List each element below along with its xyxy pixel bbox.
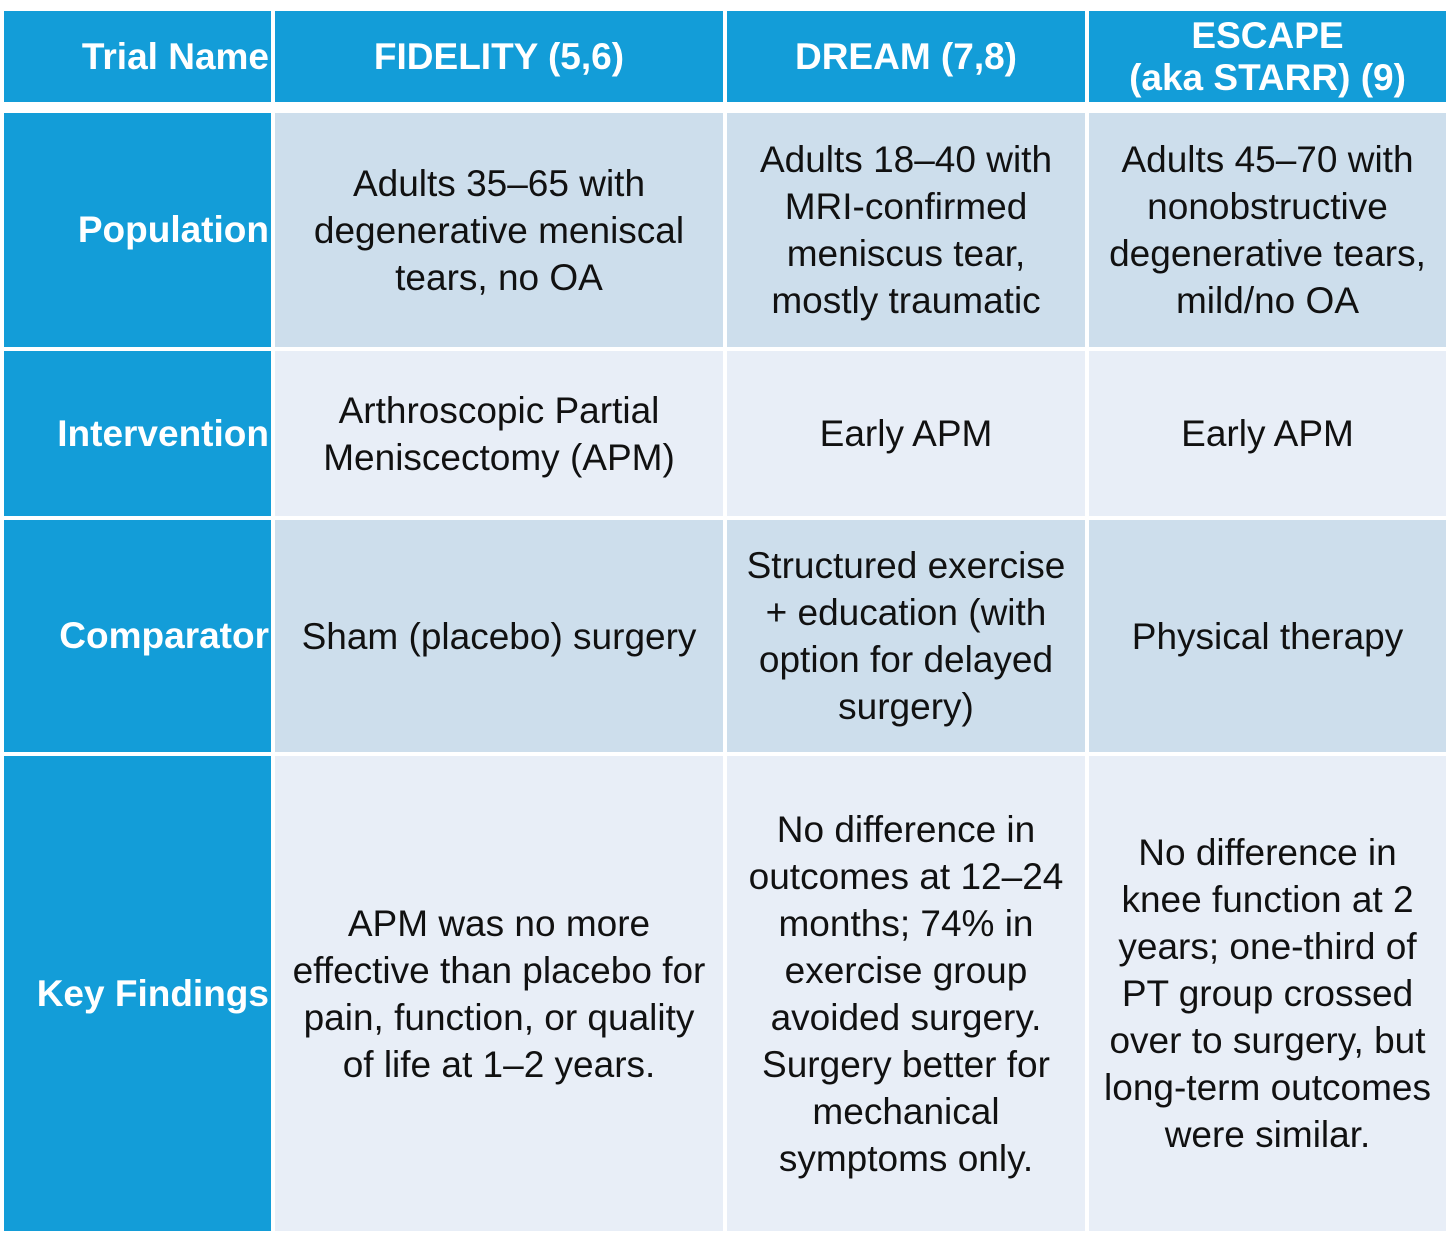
- cell-line: Structured exercise: [746, 545, 1066, 586]
- cell-line: meniscus tear,: [786, 233, 1026, 274]
- cell-population-fidelity: Adults 35–65 with degenerative meniscal …: [275, 113, 723, 347]
- cell-line: long-term outcomes: [1104, 1067, 1431, 1108]
- cell-comparator-fidelity: Sham (placebo) surgery: [275, 520, 723, 752]
- header-dream-label: DREAM (7,8): [794, 35, 1018, 77]
- cell-findings-dream: No difference in outcomes at 12–24 month…: [727, 756, 1085, 1231]
- row-label-comparator: Comparator: [4, 520, 271, 752]
- cell-line: APM was no more: [347, 902, 651, 944]
- cell-comparator-escape: Physical therapy: [1089, 520, 1446, 752]
- header-dream: DREAM (7,8): [727, 11, 1085, 102]
- cell-line: No difference in: [776, 808, 1036, 850]
- cell-line: tears, no OA: [395, 256, 603, 298]
- cell-line: Meniscectomy (APM): [323, 436, 675, 478]
- cell-line: pain, function, or quality: [303, 996, 695, 1038]
- cell-line: Adults 45–70 with: [1121, 139, 1414, 180]
- cell-line: Sham (placebo) surgery: [301, 615, 697, 657]
- cell-line: Adults 18–40 with: [759, 139, 1053, 180]
- cell-line: avoided surgery.: [770, 996, 1042, 1038]
- cell-line: No difference in: [1138, 832, 1397, 873]
- cell-line: + education (with: [765, 592, 1047, 633]
- cell-line: PT group crossed: [1121, 973, 1414, 1014]
- header-fidelity: FIDELITY (5,6): [275, 11, 723, 102]
- cell-line: Physical therapy: [1131, 615, 1404, 657]
- header-escape-line1: ESCAPE: [1191, 14, 1344, 56]
- cell-line: nonobstructive: [1147, 186, 1388, 227]
- cell-findings-escape: No difference in knee function at 2 year…: [1089, 756, 1446, 1231]
- row-label-key-findings: Key Findings: [4, 756, 271, 1231]
- cell-line: degenerative meniscal: [313, 209, 685, 251]
- cell-line: MRI-confirmed: [784, 186, 1028, 227]
- header-trial-name: Trial Name: [4, 11, 271, 102]
- cell-line: Early APM: [819, 413, 993, 454]
- header-escape: ESCAPE (aka STARR) (9): [1089, 11, 1446, 102]
- cell-line: months; 74% in: [778, 902, 1034, 944]
- row-label-text: Comparator: [59, 615, 269, 656]
- cell-line: degenerative tears,: [1109, 233, 1426, 274]
- cell-line: mild/no OA: [1175, 280, 1359, 321]
- cell-intervention-escape: Early APM: [1089, 351, 1446, 516]
- cell-line: outcomes at 12–24: [748, 855, 1064, 897]
- cell-line: years; one-third of: [1118, 926, 1417, 967]
- cell-comparator-dream: Structured exercise + education (with op…: [727, 520, 1085, 752]
- cell-population-dream: Adults 18–40 with MRI-confirmed meniscus…: [727, 113, 1085, 347]
- row-label-text: Key Findings: [36, 972, 269, 1014]
- cell-intervention-fidelity: Arthroscopic Partial Meniscectomy (APM): [275, 351, 723, 516]
- header-trial-name-label: Trial Name: [81, 35, 269, 77]
- cell-line: option for delayed: [758, 639, 1054, 680]
- cell-line: Surgery better for: [762, 1043, 1050, 1085]
- cell-line: mechanical: [812, 1090, 1000, 1132]
- row-label-text: Population: [77, 209, 269, 250]
- cell-intervention-dream: Early APM: [727, 351, 1085, 516]
- cell-findings-fidelity: APM was no more effective than placebo f…: [275, 756, 723, 1231]
- cell-line: Arthroscopic Partial: [338, 389, 660, 431]
- cell-line: of life at 1–2 years.: [342, 1043, 656, 1085]
- cell-line: exercise group: [784, 949, 1028, 991]
- cell-line: mostly traumatic: [771, 280, 1041, 321]
- cell-line: knee function at 2: [1121, 879, 1414, 920]
- row-label-text: Intervention: [57, 412, 269, 454]
- header-fidelity-label: FIDELITY (5,6): [373, 35, 625, 77]
- cell-population-escape: Adults 45–70 with nonobstructive degener…: [1089, 113, 1446, 347]
- cell-line: Early APM: [1181, 413, 1354, 454]
- header-escape-line2: (aka STARR) (9): [1129, 56, 1406, 98]
- cell-line: symptoms only.: [778, 1137, 1034, 1179]
- row-label-population: Population: [4, 113, 271, 347]
- cell-line: were similar.: [1164, 1114, 1371, 1155]
- cell-line: over to surgery, but: [1109, 1020, 1426, 1061]
- cell-line: effective than placebo for: [292, 949, 706, 991]
- cell-line: surgery): [838, 686, 974, 727]
- row-label-intervention: Intervention: [4, 351, 271, 516]
- cell-line: Adults 35–65 with: [352, 162, 646, 204]
